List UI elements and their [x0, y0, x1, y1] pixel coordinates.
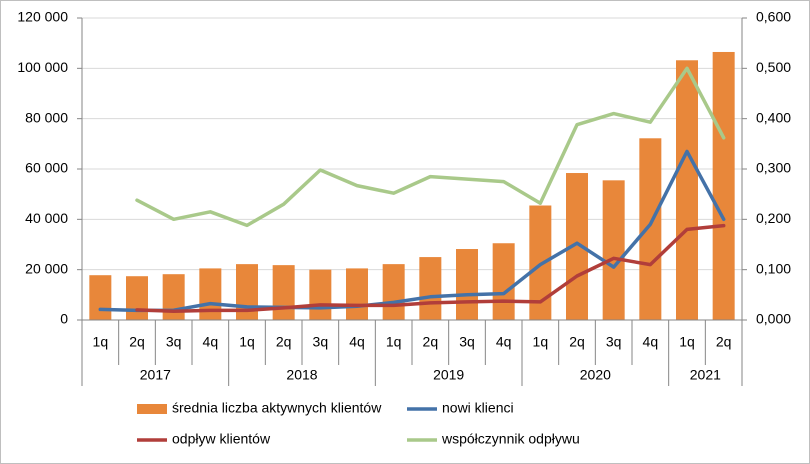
bar — [566, 173, 588, 320]
category-tick-label: 2q — [569, 334, 585, 350]
bar — [346, 268, 368, 320]
legend-entry-label: współczynnik odpływu — [441, 431, 580, 447]
right-axis-tick-label: 0,400 — [756, 109, 791, 125]
left-axis-tick-label: 100 000 — [17, 59, 68, 75]
year-tick-label: 2019 — [433, 367, 464, 383]
category-tick-label: 3q — [313, 334, 329, 350]
right-axis-tick-label: 0,300 — [756, 160, 791, 176]
bar — [639, 138, 662, 320]
category-tick-label: 2q — [129, 334, 145, 350]
legend-entry-label: średnia liczba aktywnych klientów — [172, 400, 382, 416]
legend-swatch — [137, 404, 167, 414]
right-axis-tick-label: 0,000 — [756, 311, 791, 327]
left-axis-tick-label: 60 000 — [25, 160, 68, 176]
right-axis-tick-label: 0,600 — [756, 9, 791, 25]
left-axis-tick-label: 0 — [60, 311, 68, 327]
category-tick-label: 1q — [386, 334, 402, 350]
category-tick-label: 3q — [459, 334, 475, 350]
bar — [492, 243, 515, 320]
bar — [676, 60, 698, 320]
year-tick-label: 2021 — [690, 367, 721, 383]
category-tick-label: 1q — [533, 334, 549, 350]
right-axis-tick-label: 0,100 — [756, 260, 791, 276]
year-tick-label: 2018 — [286, 367, 317, 383]
left-axis-tick-label: 80 000 — [25, 109, 68, 125]
bar — [456, 249, 478, 320]
bar — [162, 274, 185, 320]
category-tick-label: 1q — [239, 334, 255, 350]
right-axis-tick-label: 0,200 — [756, 210, 791, 226]
category-tick-label: 1q — [93, 334, 109, 350]
category-tick-label: 2q — [276, 334, 292, 350]
category-tick-label: 4q — [203, 334, 219, 350]
left-axis-tick-label: 120 000 — [17, 9, 68, 25]
bar — [602, 180, 625, 320]
bar — [272, 265, 295, 320]
category-tick-label: 4q — [349, 334, 365, 350]
left-axis-tick-label: 40 000 — [25, 210, 68, 226]
series-line — [98, 149, 726, 313]
bar — [419, 257, 442, 320]
bar — [126, 276, 148, 320]
legend-entry-label: odpływ klientów — [172, 431, 271, 447]
right-axis-tick-label: 0,500 — [756, 59, 791, 75]
category-tick-label: 2q — [423, 334, 439, 350]
series-line — [135, 66, 726, 228]
series-line — [135, 223, 726, 313]
year-tick-label: 2020 — [580, 367, 611, 383]
category-tick-label: 2q — [716, 334, 732, 350]
category-tick-label: 3q — [606, 334, 622, 350]
category-tick-label: 4q — [643, 334, 659, 350]
bar — [309, 269, 332, 320]
bar — [199, 268, 222, 320]
category-tick-label: 3q — [166, 334, 182, 350]
bar — [89, 275, 112, 320]
legend-entry-label: nowi klienci — [442, 400, 514, 416]
category-tick-label: 1q — [679, 334, 695, 350]
bar — [382, 264, 405, 320]
year-tick-label: 2017 — [140, 367, 171, 383]
left-axis-tick-label: 20 000 — [25, 260, 68, 276]
category-tick-label: 4q — [496, 334, 512, 350]
bar — [712, 51, 735, 320]
